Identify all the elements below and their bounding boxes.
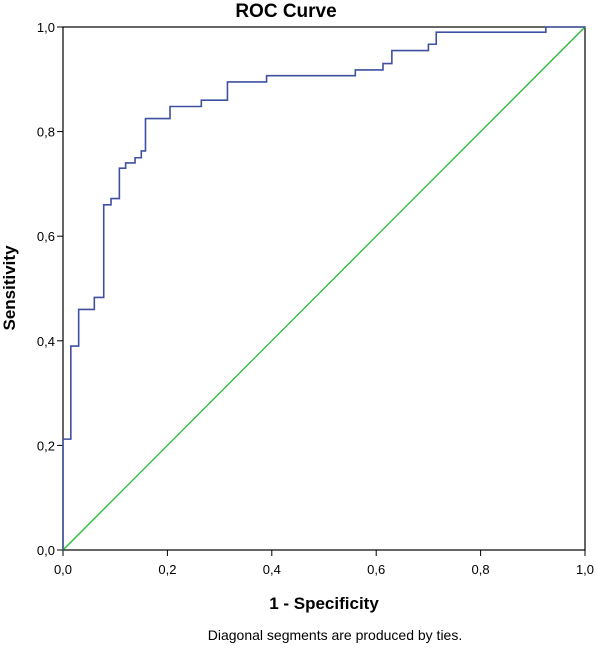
reference-diagonal-line (62, 26, 586, 551)
y-tick-label: 0,0 (37, 543, 55, 558)
series-layer (62, 26, 586, 551)
y-tick-label: 0,8 (37, 125, 55, 140)
y-axis-title: Sensitivity (0, 245, 19, 331)
chart-footnote: Diagonal segments are produced by ties. (208, 627, 462, 643)
plot-frame (62, 26, 586, 551)
x-tick-label: 0,8 (472, 562, 490, 577)
x-tick-label: 0,0 (54, 562, 72, 577)
y-axis-ticks: 0,0 0,2 0,4 0,6 0,8 1,0 (37, 20, 63, 558)
x-tick-label: 0,6 (367, 562, 385, 577)
y-tick-label: 1,0 (37, 20, 55, 35)
y-tick-label: 0,6 (37, 229, 55, 244)
y-tick-label: 0,2 (37, 438, 55, 453)
x-axis-ticks: 0,0 0,2 0,4 0,6 0,8 1,0 (54, 550, 594, 577)
chart-title: ROC Curve (235, 1, 336, 22)
x-tick-label: 0,4 (263, 562, 281, 577)
roc-curve-line (62, 26, 585, 550)
x-axis-title: 1 - Specificity (269, 594, 379, 613)
x-tick-label: 0,2 (158, 562, 176, 577)
x-tick-label: 1,0 (576, 562, 594, 577)
y-tick-label: 0,4 (37, 334, 55, 349)
